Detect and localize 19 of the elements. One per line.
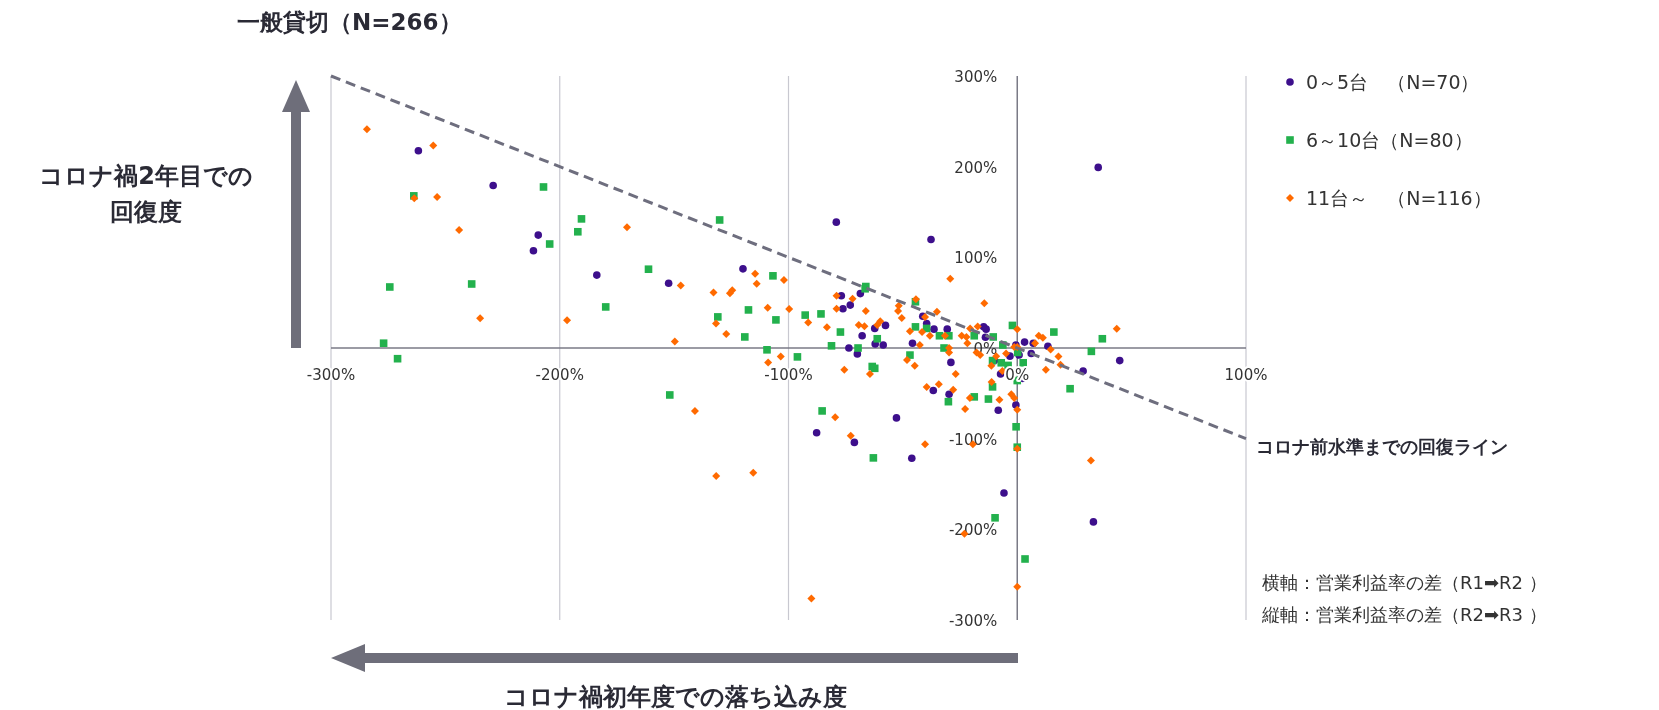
y-tick-label: 200% bbox=[954, 158, 998, 177]
text: 縦軸：営業利益率の差（R2➡R3 ） bbox=[1261, 604, 1547, 625]
x-axis-title: コロナ禍初年度での落ち込み度 bbox=[503, 683, 847, 710]
x-tick-label: -200% bbox=[535, 366, 584, 384]
y-axis-title: コロナ禍2年目での回復度 bbox=[38, 161, 254, 228]
text: 横軸：営業利益率の差（R1➡R2 ） bbox=[1262, 572, 1547, 593]
legend-label: 0～5台 （N=70） bbox=[1306, 71, 1480, 93]
y-tick-label: -200% bbox=[948, 521, 998, 540]
x-tick-label: -300% bbox=[306, 366, 356, 384]
y-tick-label: -100% bbox=[948, 430, 998, 449]
chart-title: 一般貸切（N=266） bbox=[237, 9, 462, 35]
legend-label: 6～10台（N=80） bbox=[1306, 129, 1473, 151]
series-label: コロナ前水準までの回復ライン bbox=[1256, 435, 1508, 457]
y-tick-label: 100% bbox=[954, 249, 998, 268]
x-tick-label: -100% bbox=[764, 366, 813, 384]
legend-label: 11台～ （N=116） bbox=[1306, 187, 1492, 209]
x-tick-label: 100% bbox=[1224, 366, 1268, 384]
y-tick-label: -300% bbox=[948, 612, 998, 630]
y-tick-label: 300% bbox=[954, 68, 998, 86]
